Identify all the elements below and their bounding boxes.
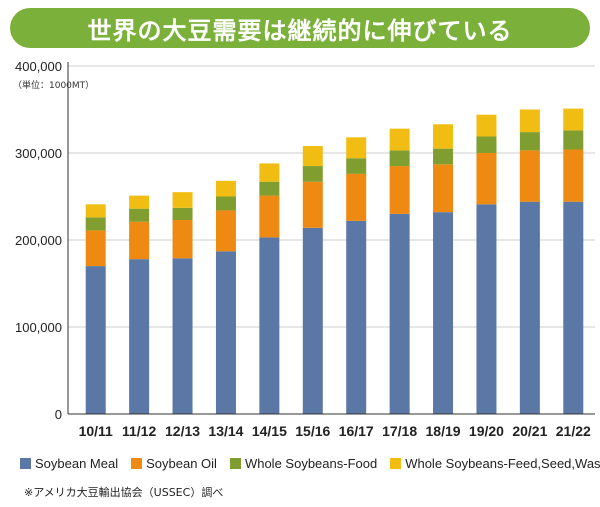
legend-item: Whole Soybeans-Feed,Seed,Waste — [390, 456, 600, 471]
y-tick-label: 100,000 — [15, 320, 62, 335]
bar-segment-3 — [433, 148, 454, 165]
bar-segment-2 — [563, 149, 584, 202]
legend-label: Whole Soybeans-Food — [244, 456, 378, 471]
x-tick-label: 18/19 — [426, 423, 461, 439]
bar-segment-3 — [172, 207, 193, 220]
bar-segment-1 — [476, 204, 497, 414]
x-tick-label: 15/16 — [295, 423, 330, 439]
page-title: 世界の大豆需要は継続的に伸びている — [87, 16, 513, 45]
bar-segment-1 — [215, 251, 236, 414]
x-tick-label: 10/11 — [79, 423, 113, 439]
bar-segment-1 — [129, 259, 150, 414]
bar-segment-4 — [259, 163, 280, 182]
bar-segment-4 — [563, 108, 584, 131]
bar-segment-1 — [302, 227, 323, 414]
bar-segment-3 — [563, 130, 584, 150]
bar-segment-4 — [389, 128, 410, 151]
bar-segment-2 — [389, 166, 410, 214]
y-tick-label: 200,000 — [15, 233, 62, 248]
x-tick-label: 19/20 — [469, 423, 504, 439]
source-note: ※アメリカ大豆輸出協会（USSEC）調べ — [24, 486, 224, 499]
bar-segment-1 — [172, 258, 193, 414]
chart-legend: Soybean Meal Soybean Oil Whole Soybeans-Fo… — [20, 456, 600, 471]
legend-swatch — [229, 458, 241, 469]
bar-segment-3 — [85, 217, 106, 231]
legend-swatch — [20, 458, 31, 469]
y-tick-label: 300,000 — [15, 146, 62, 161]
unit-note: （単位：1000MT） — [13, 81, 95, 91]
bar-segment-1 — [519, 201, 540, 414]
bar-segment-1 — [563, 201, 584, 414]
bar-segment-2 — [215, 210, 236, 252]
bar-segment-3 — [259, 181, 280, 196]
bar-segment-4 — [476, 114, 497, 137]
bar-segment-1 — [433, 212, 454, 414]
bar-segment-4 — [215, 180, 236, 197]
title-banner: 世界の大豆需要は継続的に伸びている — [10, 8, 590, 48]
legend-item: Soybean Meal — [20, 456, 118, 471]
bar-segment-4 — [85, 204, 106, 218]
bar-segment-4 — [302, 146, 323, 167]
bar-segment-2 — [259, 195, 280, 238]
bar-segment-3 — [476, 136, 497, 153]
bar-segment-1 — [85, 266, 106, 414]
bar-segment-2 — [85, 230, 106, 267]
x-tick-label: 20/21 — [512, 423, 547, 439]
bar-segment-3 — [215, 196, 236, 211]
y-tick-label: 0 — [55, 407, 62, 422]
legend-label: Soybean Oil — [146, 456, 217, 471]
bar-segment-2 — [519, 150, 540, 202]
x-tick-label: 21/22 — [556, 423, 591, 439]
bar-segment-4 — [346, 137, 367, 159]
x-tick-label: 17/18 — [382, 423, 417, 439]
bar-segment-3 — [519, 132, 540, 151]
x-tick-label: 16/17 — [339, 423, 374, 439]
bar-segment-2 — [129, 221, 150, 260]
legend-item: Whole Soybeans-Food — [229, 456, 378, 471]
bar-segment-1 — [346, 220, 367, 414]
legend-swatch — [390, 458, 402, 469]
x-tick-label: 13/14 — [208, 423, 243, 439]
bar-segment-3 — [346, 158, 367, 174]
bar-segment-4 — [129, 195, 150, 209]
bar-segment-4 — [433, 124, 454, 149]
x-tick-label: 12/13 — [165, 423, 200, 439]
legend-label: Soybean Meal — [35, 456, 119, 471]
bar-segment-3 — [129, 208, 150, 222]
legend-item: Soybean Oil — [131, 456, 217, 471]
bar-segment-2 — [433, 164, 454, 213]
legend-label: Whole Soybeans-Feed,Seed,Waste — [405, 456, 600, 471]
bar-segment-2 — [302, 181, 323, 228]
bar-segment-2 — [346, 173, 367, 221]
bar-segment-4 — [172, 192, 193, 208]
bar-segment-3 — [302, 166, 323, 182]
bar-segment-2 — [172, 219, 193, 259]
legend-swatch — [131, 458, 143, 469]
x-tick-label: 11/12 — [122, 423, 156, 439]
y-tick-label: 400,000 — [15, 59, 62, 74]
x-tick-label: 14/15 — [252, 423, 287, 439]
bar-segment-2 — [476, 153, 497, 205]
bar-segment-3 — [389, 150, 410, 167]
bar-segment-1 — [389, 213, 410, 414]
bar-segment-1 — [259, 237, 280, 414]
bar-segment-4 — [519, 109, 540, 133]
